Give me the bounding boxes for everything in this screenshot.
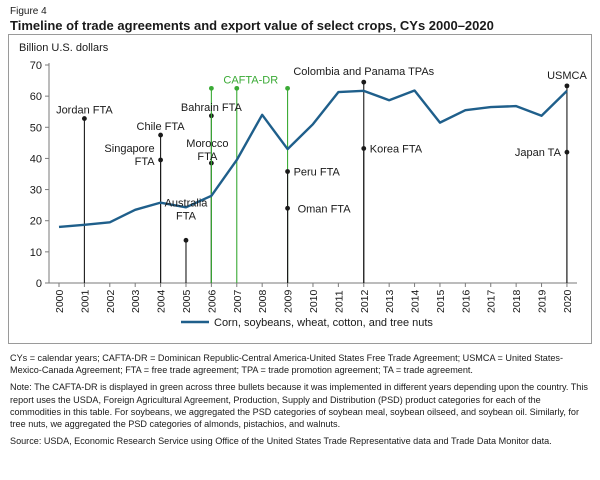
abbreviations-note: CYs = calendar years; CAFTA-DR = Dominic… (10, 353, 564, 376)
series-line (58, 89, 568, 229)
annotation-label-chile-fta: Chile FTA (137, 121, 186, 133)
x-tick-label: 2009 (283, 289, 295, 313)
y-axis-label: Billion U.S. dollars (19, 42, 109, 54)
y-tick-label: 40 (30, 153, 42, 165)
x-tick-label: 2007 (232, 289, 244, 313)
y-tick-label: 10 (30, 247, 42, 259)
y-tick-label: 50 (30, 122, 42, 134)
x-tick-label: 2019 (537, 289, 549, 313)
methodology-note: Note: The CAFTA-DR is displayed in green… (10, 382, 588, 430)
annotation-dot (183, 237, 189, 243)
legend-label: Corn, soybeans, wheat, cotton, and tree … (214, 317, 433, 329)
annotation-dot (564, 83, 570, 89)
x-tick-label: 2002 (105, 289, 117, 313)
annotation-dot (208, 85, 214, 91)
annotation-dot (158, 132, 163, 138)
annotation-dot (564, 149, 570, 155)
annotation-dot (361, 79, 367, 85)
annotation-label-japan-ta: Japan TA (515, 147, 562, 159)
annotation-label-colombia-and-panama-tpas: Colombia and Panama TPAs (293, 66, 434, 78)
annotation-label-singapore-fta: Singapore (104, 143, 154, 155)
y-tick-label: 0 (36, 278, 42, 290)
x-tick-label: 2017 (486, 289, 498, 313)
x-tick-label: 2014 (410, 289, 422, 313)
annotation-dot (361, 146, 367, 151)
x-tick-label: 2012 (359, 289, 371, 313)
x-tick-label: 2003 (130, 289, 142, 313)
source-note: Source: USDA, Economic Research Service … (10, 436, 552, 447)
y-tick-label: 60 (30, 91, 42, 103)
annotation-dot (285, 205, 290, 211)
x-tick-label: 2016 (460, 289, 472, 313)
annotation-label-australia-fta: Australia (165, 197, 209, 209)
x-tick-label: 2004 (156, 289, 168, 313)
x-tick-label: 2006 (206, 289, 218, 313)
annotation-dot (234, 85, 240, 91)
y-tick-label: 20 (30, 216, 42, 228)
annotation-label-singapore-fta: FTA (135, 156, 156, 168)
x-tick-label: 2008 (257, 289, 269, 313)
annotation-label-morocco-fta: FTA (197, 151, 218, 163)
line-chart: Billion U.S. dollars 0 10 20 30 40 50 60 70 2000 2… (19, 42, 587, 329)
annotation-dot (158, 157, 163, 163)
x-tick-label: 2000 (54, 289, 66, 313)
annotation-label-usmca: USMCA (547, 70, 587, 82)
notes-section: CYs = calendar years; CAFTA-DR = Dominic… (10, 352, 590, 452)
annotation-dot (81, 116, 87, 121)
x-tick-label: 2010 (308, 289, 320, 313)
x-tick-label: 2001 (79, 289, 91, 313)
x-tick-label: 2013 (384, 289, 396, 313)
y-tick-label: 30 (30, 185, 42, 197)
x-tick-label: 2018 (511, 289, 523, 313)
annotation-label-korea-fta: Korea FTA (370, 143, 423, 155)
x-tick-label: 2005 (181, 289, 193, 313)
annotation-label-oman-fta: Oman FTA (298, 203, 352, 215)
annotation-label-morocco-fta: Morocco (186, 138, 228, 150)
chart-title: Timeline of trade agreements and export … (10, 18, 494, 33)
annotation-dot (285, 169, 290, 174)
y-tick-label: 70 (30, 60, 42, 72)
x-tick-label: 2020 (562, 289, 574, 313)
annotation-label-jordan-fta: Jordan FTA (56, 105, 113, 117)
x-tick-label: 2011 (333, 290, 345, 313)
figure-label: Figure 4 (10, 6, 47, 17)
chart-container: Billion U.S. dollars 0 10 20 30 40 50 60 70 2000 2… (8, 34, 592, 344)
annotation-label-peru-fta: Peru FTA (294, 167, 341, 179)
annotation-label-bahrain-fta: Bahrain FTA (181, 102, 243, 114)
annotation-label-cafta-dr: CAFTA-DR (223, 74, 278, 86)
annotation-label-australia-fta: FTA (176, 210, 197, 222)
annotation-dot (285, 85, 290, 91)
x-tick-label: 2015 (435, 289, 447, 313)
